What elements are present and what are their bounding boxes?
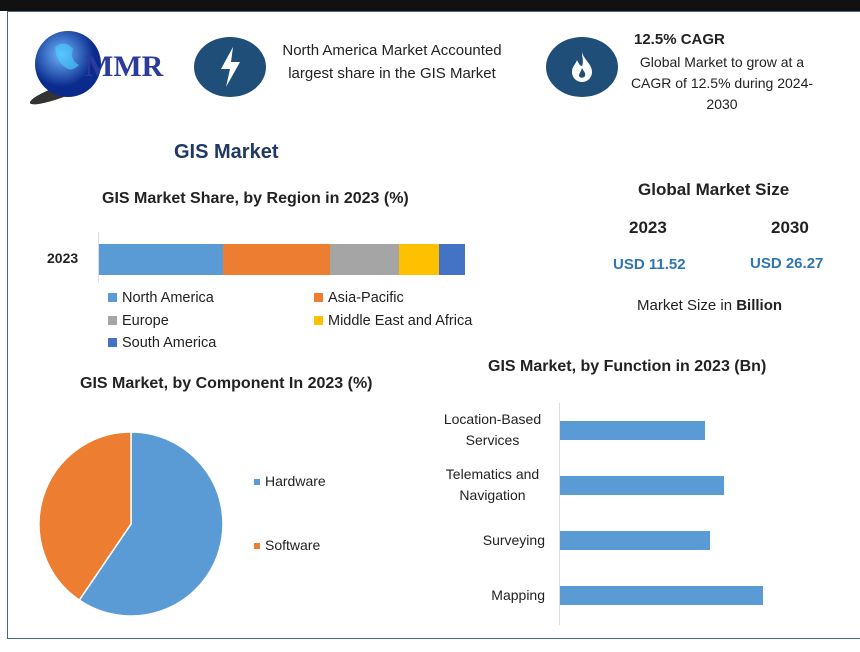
function-bar bbox=[560, 421, 705, 440]
component-pie bbox=[38, 431, 224, 617]
flame-icon bbox=[546, 37, 618, 97]
legend-item: North America bbox=[108, 290, 214, 306]
legend-label: Hardware bbox=[265, 473, 326, 489]
legend-item: Hardware bbox=[254, 473, 326, 489]
year-2030: 2030 bbox=[771, 218, 809, 237]
note-prefix: Market Size in bbox=[637, 297, 737, 314]
value-2023: USD 11.52 bbox=[613, 256, 686, 273]
pie-slice-hardware bbox=[78, 431, 224, 617]
top-bar bbox=[0, 0, 860, 11]
legend-label: Software bbox=[265, 537, 321, 553]
year-2023: 2023 bbox=[629, 218, 667, 237]
legend-swatch bbox=[108, 315, 117, 325]
function-axis bbox=[559, 403, 560, 625]
legend-swatch bbox=[254, 543, 260, 550]
legend-label: South America bbox=[122, 335, 217, 351]
value-2030: USD 26.27 bbox=[750, 255, 824, 272]
region-stacked-bar bbox=[99, 244, 465, 275]
highlight-north-america: North America Market Accounted largest s… bbox=[282, 42, 502, 82]
region-bar-segment bbox=[329, 244, 400, 275]
function-bar bbox=[560, 476, 724, 495]
legend-item: Middle East and Africa bbox=[314, 313, 472, 329]
page-title: GIS Market bbox=[174, 141, 279, 163]
mmr-logo: MMR bbox=[29, 22, 175, 112]
function-category-label: Surveying bbox=[482, 531, 545, 548]
function-bar bbox=[560, 531, 711, 550]
legend-swatch bbox=[314, 315, 323, 325]
function-category-label: Mapping bbox=[491, 586, 545, 603]
legend-swatch bbox=[108, 338, 117, 347]
legend-label: Middle East and Africa bbox=[328, 312, 473, 329]
legend-swatch bbox=[108, 293, 117, 302]
market-size-heading: Global Market Size bbox=[638, 180, 790, 199]
legend-swatch bbox=[314, 293, 323, 302]
legend-item: Europe bbox=[108, 313, 169, 329]
legend-item: Software bbox=[254, 537, 320, 553]
legend-label: North America bbox=[122, 290, 214, 306]
region-category-label: 2023 bbox=[47, 250, 79, 266]
function-bar bbox=[560, 586, 763, 605]
function-category-label: Telematics and Navigation bbox=[445, 466, 540, 503]
legend-label: Asia-Pacific bbox=[328, 290, 404, 306]
region-chart-title: GIS Market Share, by Region in 2023 (%) bbox=[102, 190, 409, 207]
region-axis bbox=[98, 232, 99, 282]
legend-item: Asia-Pacific bbox=[314, 290, 404, 306]
infographic-frame bbox=[7, 11, 860, 639]
market-size-note: Market Size in Billion bbox=[637, 297, 782, 314]
logo-text: MMR bbox=[85, 50, 164, 83]
region-bar-segment bbox=[223, 244, 330, 275]
region-bar-segment bbox=[439, 244, 465, 275]
cagr-text: Global Market to grow at a CAGR of 12.5%… bbox=[630, 54, 814, 112]
legend-swatch bbox=[254, 479, 260, 486]
region-bar-segment bbox=[99, 244, 224, 275]
function-category-label: Location-Based Services bbox=[443, 411, 542, 448]
function-chart-title: GIS Market, by Function in 2023 (Bn) bbox=[488, 358, 767, 375]
legend-label: Europe bbox=[122, 312, 169, 329]
component-chart-title: GIS Market, by Component In 2023 (%) bbox=[80, 375, 373, 392]
region-bar-segment bbox=[399, 244, 440, 275]
legend-item: South America bbox=[108, 335, 216, 351]
pie-slice-software bbox=[38, 431, 132, 602]
lightning-icon bbox=[194, 37, 266, 97]
cagr-title: 12.5% CAGR bbox=[634, 31, 725, 48]
note-unit: Billion bbox=[736, 297, 783, 314]
